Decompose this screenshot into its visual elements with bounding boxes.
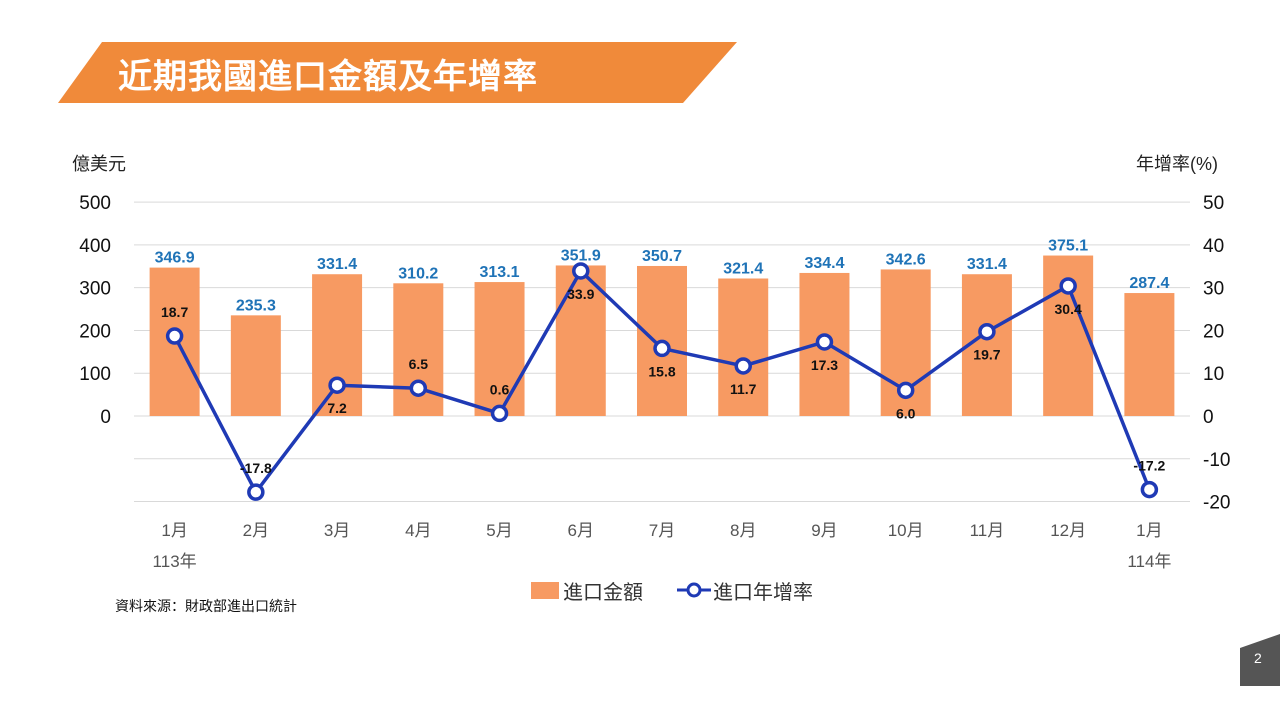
growth-rate-point: [247, 483, 265, 501]
bar-value-label: 351.9: [561, 247, 601, 264]
x-tick-label: 2月: [243, 521, 269, 540]
left-tick-label: 200: [79, 321, 111, 342]
page-number-tab: [1240, 634, 1280, 686]
x-year-label: 113年: [153, 552, 197, 571]
right-tick-label: -10: [1203, 450, 1230, 471]
growth-rate-label: -17.2: [1133, 458, 1165, 474]
growth-rate-point: [653, 339, 671, 358]
bar-value-label: 375.1: [1048, 238, 1088, 255]
growth-rate-line: [165, 262, 1159, 501]
source-note: 資料來源：財政部進出口統計: [115, 598, 297, 614]
growth-rate-label: 6.0: [896, 405, 916, 421]
bar-value-label: 310.2: [398, 265, 438, 282]
bar: [1124, 293, 1175, 416]
title-banner-shape: [58, 42, 737, 103]
bar: [230, 315, 281, 416]
x-tick-label: 7月: [649, 521, 675, 540]
x-tick-label: 11月: [970, 521, 1005, 540]
title-banner: [58, 42, 737, 103]
growth-rate-label: 33.9: [567, 286, 594, 302]
right-tick-label: 0: [1203, 407, 1214, 428]
legend-bar-swatch: [531, 581, 559, 599]
bar-value-label: 331.4: [967, 256, 1007, 273]
growth-rate-point: [490, 404, 509, 423]
growth-rate-point: [734, 357, 752, 375]
legend-line-label: 進口年增率: [713, 581, 813, 604]
growth-rate-point: [328, 376, 346, 394]
right-tick-label: 40: [1203, 236, 1224, 257]
growth-rate-label: 0.6: [490, 381, 510, 397]
growth-rate-label: 6.5: [409, 356, 429, 372]
growth-rate-point: [409, 379, 428, 397]
legend-item-line: 進口年增率: [677, 576, 813, 605]
bar-value-label: 235.3: [236, 297, 276, 314]
right-tick-label: -20: [1203, 493, 1230, 514]
bar: [718, 278, 769, 416]
x-tick-label: 1月: [1136, 521, 1162, 540]
right-tick-label: 20: [1203, 321, 1224, 342]
bar-value-label: 321.4: [723, 261, 763, 278]
left-tick-label: 500: [79, 193, 111, 214]
right-tick-label: 50: [1203, 193, 1224, 214]
left-tick-label: 400: [79, 236, 111, 257]
left-axis-ticks: 0 100 200 300 400 500: [79, 193, 111, 428]
x-tick-label: 4月: [405, 521, 431, 540]
growth-rate-point: [1140, 480, 1159, 499]
right-tick-label: 10: [1203, 364, 1224, 385]
growth-rate-label: -17.8: [240, 460, 272, 476]
growth-rate-label: 17.3: [811, 357, 838, 373]
legend-line-swatch: [677, 582, 711, 598]
growth-rate-label: 18.7: [161, 304, 188, 320]
bar: [312, 274, 363, 416]
x-tick-label: 8月: [730, 521, 756, 540]
growth-rate-label: 19.7: [973, 347, 1000, 363]
growth-rate-label: 15.8: [648, 363, 675, 379]
legend-item-bar: 進口金額: [531, 576, 643, 605]
bar: [555, 265, 606, 416]
x-year-label: 114年: [1127, 552, 1171, 571]
import-amount-labels: 346.9 235.3 331.4 310.2 313.1 351.9 350.7 321.4…: [155, 238, 1170, 315]
growth-rate-point: [1059, 277, 1077, 295]
left-tick-label: 100: [79, 364, 111, 385]
growth-rate-labels: 18.7 -17.8 7.2 6.5 0.6 33.9 15.8 11.7 17.3 6.0 19.…: [161, 286, 1166, 476]
left-axis-title: 億美元: [72, 154, 126, 174]
x-tick-label: 6月: [568, 521, 594, 540]
bar-value-label: 342.6: [886, 251, 926, 268]
x-tick-label: 12月: [1050, 521, 1086, 540]
legend: 進口金額 進口年增率: [531, 576, 847, 604]
bar-value-label: 346.9: [155, 250, 195, 267]
x-axis-labels: 1月 2月 3月 4月 5月 6月 7月 8月 9月 10月 11月 12月 1月 113年 114年: [153, 521, 1172, 571]
left-tick-label: 0: [100, 407, 111, 428]
bar-value-label: 350.7: [642, 248, 682, 265]
growth-rate-point: [896, 381, 915, 400]
bar-value-label: 287.4: [1129, 275, 1169, 292]
growth-rate-label: 11.7: [730, 381, 757, 397]
growth-rate-label: 7.2: [327, 400, 347, 416]
x-tick-label: 9月: [811, 521, 837, 540]
bar: [474, 282, 525, 416]
growth-rate-point: [815, 333, 834, 351]
right-axis-ticks: -20 -10 0 10 20 30 40 50: [1203, 193, 1230, 513]
right-axis-title: 年增率(%): [1136, 154, 1218, 174]
left-tick-label: 300: [79, 279, 111, 300]
page-number: 2: [1254, 650, 1262, 666]
x-tick-label: 1月: [161, 521, 187, 540]
page-title: 近期我國進口金額及年增率: [118, 57, 538, 97]
bar-value-label: 331.4: [317, 256, 357, 273]
x-tick-label: 5月: [486, 521, 512, 540]
bar-value-label: 313.1: [480, 264, 520, 281]
growth-rate-label: 30.4: [1055, 301, 1082, 317]
import-amount-bars: [149, 255, 1175, 416]
right-tick-label: 30: [1203, 279, 1224, 300]
legend-bar-label: 進口金額: [563, 581, 643, 604]
growth-rate-point: [572, 262, 590, 280]
bar-value-label: 334.4: [804, 255, 844, 272]
x-tick-label: 3月: [324, 521, 350, 540]
growth-rate-point: [978, 322, 996, 341]
x-tick-label: 10月: [888, 521, 924, 540]
growth-rate-point: [165, 327, 184, 345]
